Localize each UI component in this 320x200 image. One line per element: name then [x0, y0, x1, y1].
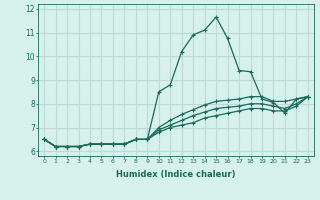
X-axis label: Humidex (Indice chaleur): Humidex (Indice chaleur): [116, 170, 236, 179]
